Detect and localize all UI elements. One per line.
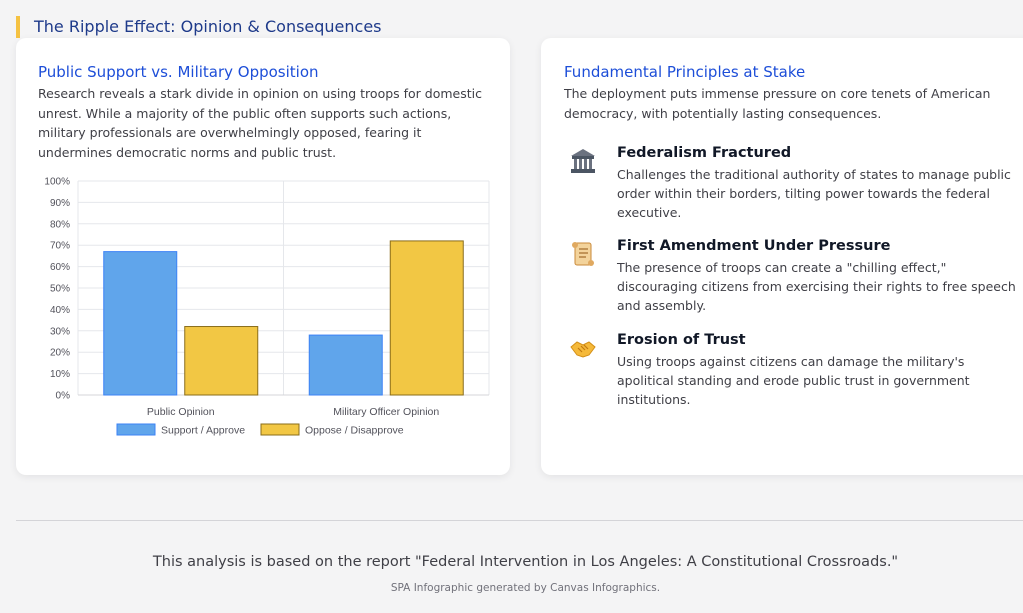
principle-text: Using troops against citizens can damage… [617,354,970,407]
opinion-bar-chart: 0% 10% 20% 30% 40% 50% 60% 70% 80% 90% 100% Public … [44,177,490,437]
principles-card-title: Fundamental Principles at Stake [564,63,806,81]
principle-title: Erosion of Trust [617,332,746,348]
bar-support [103,251,178,396]
footer-credit: SPA Infographic generated by Canvas Info… [390,582,661,594]
x-tick-label: Military Officer Opinion [333,406,439,418]
y-tick-label: 10% [50,369,70,380]
principle-text: The presence of troops can create a "chi… [617,260,1016,313]
principle-title: First Amendment Under Pressure [617,238,891,254]
y-tick-label: 100% [44,177,70,188]
principle-text: Challenges the traditional authority of … [617,167,1011,220]
y-tick-label: 50% [50,284,70,295]
handshake-icon [570,341,596,358]
legend-swatch [116,423,156,436]
y-tick-label: 70% [50,241,70,252]
scroll-icon [572,242,594,266]
y-tick-label: 40% [50,305,70,316]
legend-label: Oppose / Disapprove [305,425,404,437]
bar-oppose [184,326,259,396]
y-tick-label: 80% [50,219,70,230]
principle-title: Federalism Fractured [617,145,792,161]
y-tick-label: 60% [50,262,70,273]
bar-support [308,334,383,396]
section-title: The Ripple Effect: Opinion & Consequence… [16,16,382,38]
principles-card-description: The deployment puts immense pressure on … [564,86,991,121]
y-tick-label: 30% [50,326,70,337]
footer-source-note: This analysis is based on the report "Fe… [152,554,899,570]
legend-label: Support / Approve [161,425,245,437]
y-tick-label: 0% [56,391,71,402]
y-tick-label: 20% [50,348,70,359]
x-tick-label: Public Opinion [147,406,215,418]
classical-building-icon [571,149,595,173]
footer-divider [16,520,1023,521]
legend-swatch [260,423,300,436]
y-tick-label: 90% [50,198,70,209]
opinion-card-description: Research reveals a stark divide in opini… [38,86,483,160]
bar-oppose [389,240,464,396]
opinion-card: Public Support vs. Military Opposition R… [16,38,510,475]
opinion-card-title: Public Support vs. Military Opposition [38,63,319,81]
principles-card: Fundamental Principles at Stake The depl… [541,38,1023,475]
